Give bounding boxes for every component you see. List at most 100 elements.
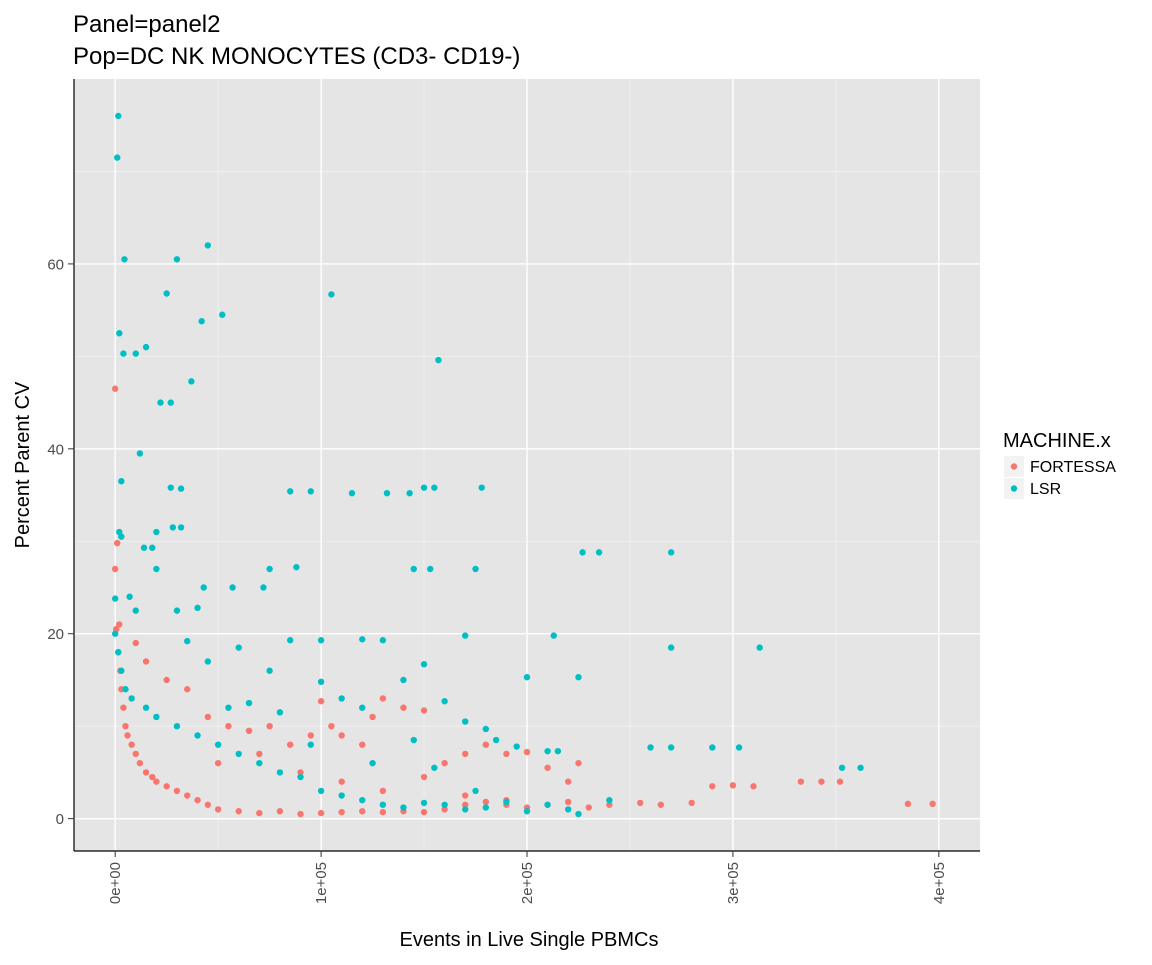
data-point-fortessa (688, 799, 695, 807)
data-point-fortessa (462, 801, 469, 808)
data-point-lsr (126, 593, 133, 600)
data-point-fortessa (111, 385, 119, 392)
data-point-lsr (427, 565, 434, 573)
data-point-fortessa (338, 808, 345, 816)
data-point-fortessa (441, 806, 448, 813)
data-point-fortessa (317, 698, 325, 705)
data-point-fortessa (235, 808, 242, 815)
data-point-lsr (276, 709, 284, 716)
data-point-fortessa (153, 778, 160, 785)
x-tick-label: 1e+05 (313, 862, 330, 904)
data-point-lsr (169, 524, 177, 531)
y-tick-label: 40 (47, 441, 64, 458)
data-point-fortessa (369, 713, 376, 721)
data-point-lsr (328, 291, 335, 298)
data-point-fortessa (132, 639, 139, 647)
data-point-lsr (260, 584, 267, 591)
data-point-lsr (472, 565, 479, 573)
data-point-fortessa (297, 810, 304, 818)
data-point-lsr (287, 637, 294, 644)
y-ticks: 0 20 40 60 (47, 256, 74, 828)
data-point-lsr (184, 637, 191, 645)
data-point-lsr (431, 484, 438, 491)
data-point-fortessa (482, 741, 490, 748)
data-point-lsr (513, 743, 520, 750)
data-point-lsr (482, 725, 490, 733)
data-point-fortessa (564, 798, 572, 806)
data-point-fortessa (256, 750, 263, 758)
x-axis-label: Events in Live Single PBMCs (399, 929, 658, 951)
data-point-lsr (544, 801, 551, 808)
data-point-lsr (200, 584, 207, 591)
data-point-lsr (122, 686, 129, 693)
data-point-lsr (142, 343, 150, 351)
data-point-fortessa (276, 808, 284, 815)
data-point-fortessa (709, 783, 716, 790)
data-point-lsr (462, 718, 469, 725)
data-point-lsr (544, 747, 551, 755)
points-layer (111, 112, 936, 818)
data-point-lsr (204, 658, 212, 665)
data-point-lsr (756, 644, 763, 651)
data-point-fortessa (818, 778, 825, 785)
data-point-lsr (420, 799, 428, 807)
y-tick-label: 0 (56, 811, 64, 828)
data-point-lsr (173, 607, 181, 614)
data-point-fortessa (120, 704, 127, 711)
data-point-lsr (140, 544, 148, 551)
data-point-lsr (400, 804, 407, 811)
data-point-lsr (120, 350, 127, 357)
data-point-lsr (523, 808, 531, 815)
x-tick-label: 3e+05 (725, 862, 742, 904)
data-point-lsr (111, 630, 119, 637)
data-point-lsr (153, 565, 160, 573)
data-point-fortessa (142, 769, 150, 776)
data-point-fortessa (128, 741, 135, 748)
data-point-fortessa (503, 750, 510, 758)
data-point-lsr (550, 632, 557, 639)
data-point-fortessa (307, 732, 314, 739)
data-point-lsr (115, 112, 122, 120)
data-point-lsr (177, 485, 185, 492)
data-point-fortessa (214, 759, 222, 767)
y-tick-label: 60 (47, 256, 64, 273)
data-point-lsr (478, 484, 485, 491)
chart-title-line2: Pop=DC NK MONOCYTES (CD3- CD19-) (73, 43, 520, 70)
data-point-fortessa (441, 759, 448, 767)
data-point-lsr (482, 804, 490, 811)
data-point-lsr (132, 350, 139, 357)
data-point-fortessa (575, 759, 582, 767)
x-tick-label: 0e+00 (107, 862, 124, 904)
chart-title-line1: Panel=panel2 (73, 11, 220, 38)
data-point-fortessa (149, 773, 156, 781)
data-point-lsr (492, 736, 500, 744)
data-point-lsr (564, 806, 572, 813)
data-point-lsr (256, 759, 263, 767)
data-point-fortessa (379, 695, 387, 702)
x-tick-label: 4e+05 (931, 862, 948, 904)
data-point-fortessa (657, 801, 665, 808)
data-point-fortessa (245, 727, 253, 735)
data-point-lsr (297, 773, 304, 781)
data-point-lsr (132, 607, 139, 614)
data-point-fortessa (225, 722, 232, 730)
data-point-fortessa (328, 722, 335, 730)
data-point-fortessa (338, 778, 345, 785)
data-point-lsr (410, 565, 417, 573)
data-point-lsr (219, 311, 226, 318)
data-point-fortessa (111, 565, 119, 573)
data-point-lsr (287, 488, 294, 495)
data-point-lsr (348, 489, 356, 497)
data-point-lsr (369, 759, 376, 767)
data-point-lsr (114, 154, 121, 161)
data-point-lsr (214, 741, 222, 748)
legend-label-fortessa: FORTESSA (1030, 459, 1116, 476)
data-point-lsr (266, 667, 273, 674)
data-point-lsr (667, 644, 675, 651)
grid-major (74, 79, 980, 851)
data-point-lsr (116, 330, 123, 337)
data-point-fortessa (750, 783, 757, 790)
legend-entries: FORTESSA LSR (1004, 456, 1116, 499)
data-point-lsr (229, 584, 236, 591)
